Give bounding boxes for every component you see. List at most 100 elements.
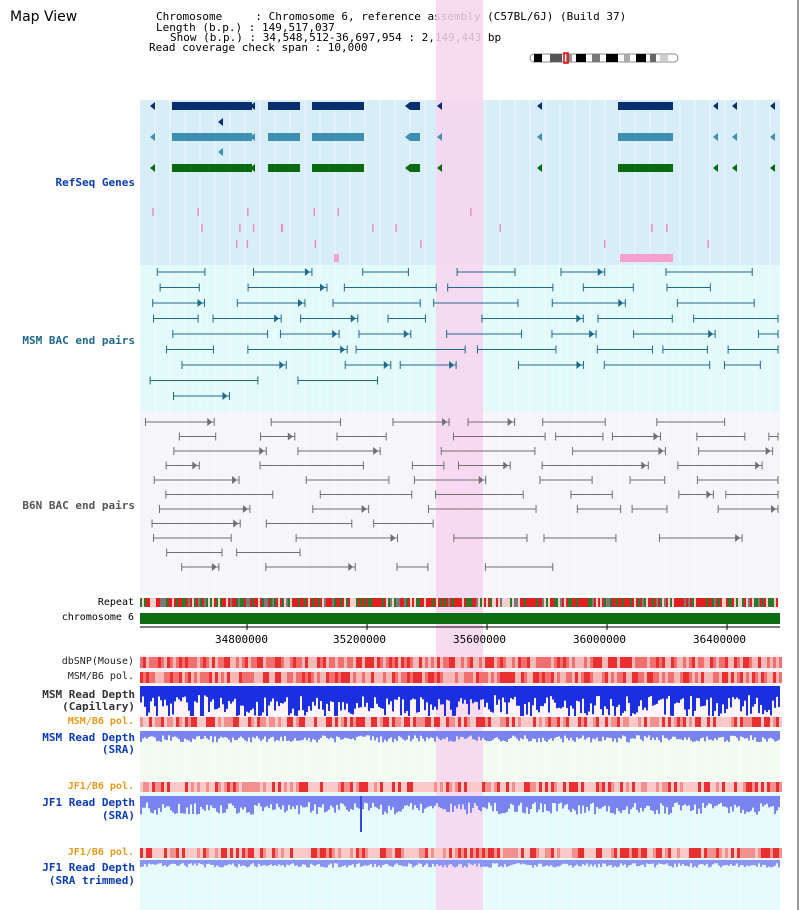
- snp-density-cell: [632, 657, 635, 668]
- pink-exon-mark: [197, 208, 199, 216]
- read-depth-bar: [568, 796, 570, 810]
- read-depth-bar: [608, 796, 610, 807]
- snp-density-cell: [266, 848, 269, 858]
- snp-density-cell: [278, 782, 281, 792]
- chromosome-ideogram[interactable]: [528, 52, 682, 64]
- repeat-segment: [166, 598, 168, 607]
- read-depth-bar: [286, 860, 288, 865]
- read-depth-bar: [430, 731, 432, 738]
- read-depth-bar: [338, 796, 340, 810]
- snp-density-cell: [209, 657, 212, 668]
- pink-exon-mark: [235, 240, 238, 248]
- snp-density-cell: [530, 782, 533, 792]
- read-depth-bar: [448, 686, 450, 701]
- snp-density-cell: [254, 782, 257, 792]
- repeat-segment: [772, 598, 774, 607]
- snp-density-cell: [611, 657, 614, 668]
- pink-exon-mark: [280, 224, 283, 232]
- read-depth-bar: [740, 860, 742, 866]
- read-depth-bar: [716, 686, 718, 704]
- snp-density-cell: [386, 657, 389, 668]
- snp-density-cell: [671, 782, 674, 792]
- read-depth-bar: [486, 731, 488, 742]
- repeat-segment: [270, 598, 272, 607]
- repeat-segment: [624, 598, 626, 607]
- snp-density-cell: [374, 717, 377, 727]
- read-depth-bar: [512, 860, 514, 865]
- snp-density-cell: [191, 657, 194, 668]
- repeat-segment: [296, 598, 298, 607]
- read-depth-bar: [390, 686, 392, 702]
- read-depth-bar: [164, 731, 166, 740]
- read-depth-bar: [750, 796, 752, 811]
- snp-density-cell: [329, 717, 332, 727]
- read-depth-bar: [284, 860, 286, 868]
- repeat-segment: [670, 598, 672, 607]
- snp-density-cell: [734, 672, 737, 683]
- repeat-segment: [250, 598, 252, 607]
- snp-density-cell: [140, 782, 143, 792]
- read-depth-bar: [208, 796, 210, 811]
- snp-density-cell: [683, 848, 686, 858]
- read-depth-bar: [276, 686, 278, 702]
- gene-arrow: [250, 133, 255, 141]
- repeat-segment: [344, 598, 346, 607]
- read-depth-bar: [330, 731, 332, 738]
- repeat-segment: [588, 598, 590, 607]
- snp-density-cell: [464, 782, 467, 792]
- snp-density-cell: [323, 672, 326, 683]
- snp-density-cell: [143, 848, 146, 858]
- read-depth-bar: [324, 860, 326, 868]
- snp-density-cell: [182, 717, 185, 727]
- snp-density-cell: [173, 848, 176, 858]
- read-depth-bar: [254, 731, 256, 739]
- snp-density-cell: [461, 657, 464, 668]
- snp-density-cell: [350, 848, 353, 858]
- read-depth-bar: [654, 796, 656, 815]
- read-depth-bar: [160, 796, 162, 812]
- snp-density-cell: [770, 672, 773, 683]
- snp-density-cell: [260, 782, 263, 792]
- repeat-segment: [294, 598, 296, 607]
- read-depth-bar: [652, 796, 654, 811]
- snp-density-cell: [593, 657, 596, 668]
- repeat-segment: [582, 598, 584, 607]
- read-depth-bar: [230, 860, 232, 865]
- read-depth-bar: [442, 731, 444, 739]
- snp-density-cell: [149, 848, 152, 858]
- gene-exon: [312, 102, 364, 110]
- read-depth-bar: [688, 731, 690, 738]
- read-depth-bar: [590, 860, 592, 865]
- read-depth-bar: [516, 731, 518, 739]
- snp-density-cell: [314, 657, 317, 668]
- repeat-segment: [156, 598, 158, 607]
- snp-density-cell: [527, 717, 530, 727]
- read-depth-bar: [552, 686, 554, 700]
- read-depth-bar: [422, 860, 424, 867]
- read-depth-bar: [224, 796, 226, 813]
- snp-density-cell: [515, 672, 518, 683]
- snp-density-cell: [497, 782, 500, 792]
- read-depth-bar: [606, 860, 608, 867]
- repeat-segment: [654, 598, 656, 607]
- snp-density-cell: [245, 672, 248, 683]
- read-depth-bar: [402, 796, 404, 809]
- snp-density-cell: [590, 672, 593, 683]
- snp-density-cell: [662, 782, 665, 792]
- read-depth-bar: [474, 731, 476, 740]
- snp-density-cell: [692, 848, 695, 858]
- snp-density-cell: [329, 782, 332, 792]
- read-depth-bar: [502, 731, 504, 741]
- read-depth-bar: [634, 731, 636, 739]
- read-depth-bar: [210, 796, 212, 806]
- snp-density-cell: [698, 672, 701, 683]
- snp-density-cell: [632, 782, 635, 792]
- snp-density-cell: [473, 782, 476, 792]
- repeat-segment: [382, 598, 384, 607]
- read-depth-bar: [528, 796, 530, 814]
- repeat-segment: [232, 598, 234, 607]
- read-depth-bar: [170, 731, 172, 741]
- read-depth-bar: [552, 731, 554, 741]
- snp-density-cell: [662, 717, 665, 727]
